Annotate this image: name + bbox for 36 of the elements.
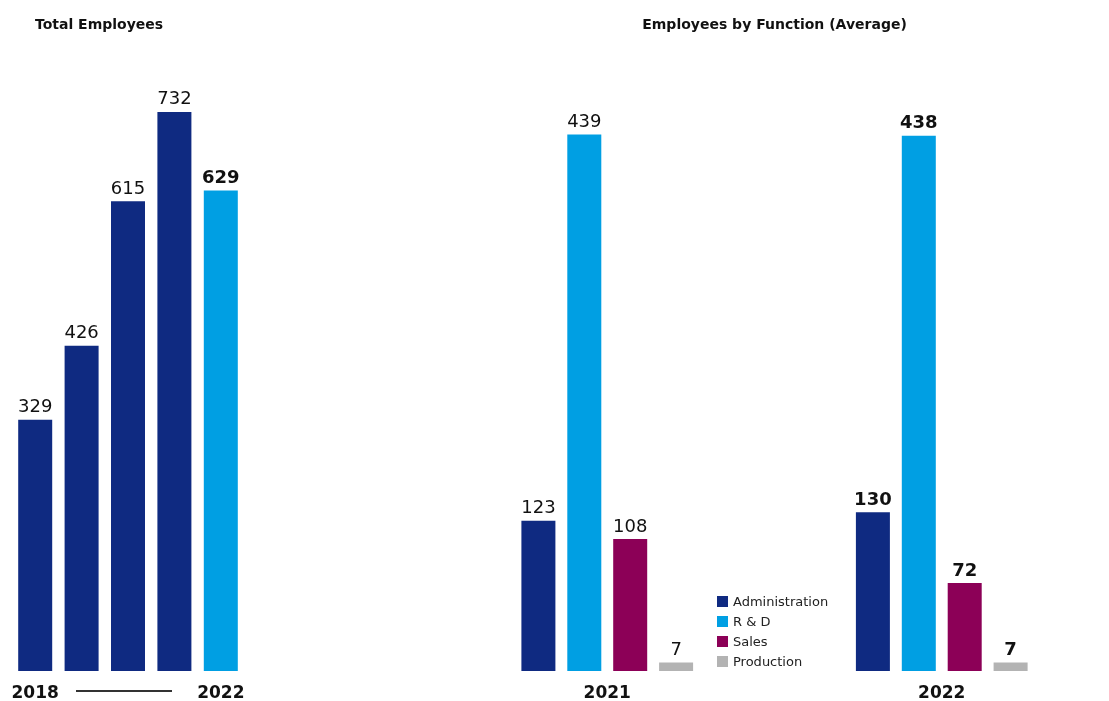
bar	[203, 190, 238, 671]
chart-title: Employees by Function (Average)	[642, 16, 907, 32]
data-label: 130	[854, 487, 892, 509]
bar	[855, 512, 890, 671]
x-tick-label: 2018	[11, 681, 59, 701]
x-tick-label: 2021	[583, 681, 631, 701]
bar	[613, 539, 648, 671]
data-label: 7	[670, 637, 682, 659]
data-label: 439	[567, 110, 602, 132]
chart-title: Total Employees	[35, 16, 164, 32]
bar	[659, 662, 694, 671]
data-label: 629	[202, 166, 240, 188]
data-label: 615	[110, 176, 146, 198]
data-label: 438	[900, 111, 938, 133]
bar	[64, 345, 99, 671]
data-label: 108	[613, 514, 648, 536]
bar	[157, 111, 192, 671]
bar	[993, 662, 1028, 671]
data-label: 7	[1004, 637, 1017, 659]
x-tick-label: 2022	[197, 681, 245, 701]
legend-label: Production	[733, 654, 803, 669]
legend-label: Administration	[733, 594, 829, 609]
bar	[947, 583, 982, 671]
data-label: 329	[18, 395, 53, 417]
bar	[18, 419, 53, 671]
x-tick-label: 2022	[918, 681, 966, 701]
bar	[111, 201, 145, 671]
data-label: 426	[64, 321, 99, 343]
bar	[901, 135, 936, 671]
legend-label: Sales	[733, 634, 768, 649]
data-label: 72	[952, 558, 978, 580]
bar	[521, 520, 556, 671]
data-label: 123	[521, 496, 556, 518]
legend-label: R & D	[733, 614, 771, 629]
bar	[567, 134, 602, 671]
data-label: 732	[157, 87, 192, 109]
